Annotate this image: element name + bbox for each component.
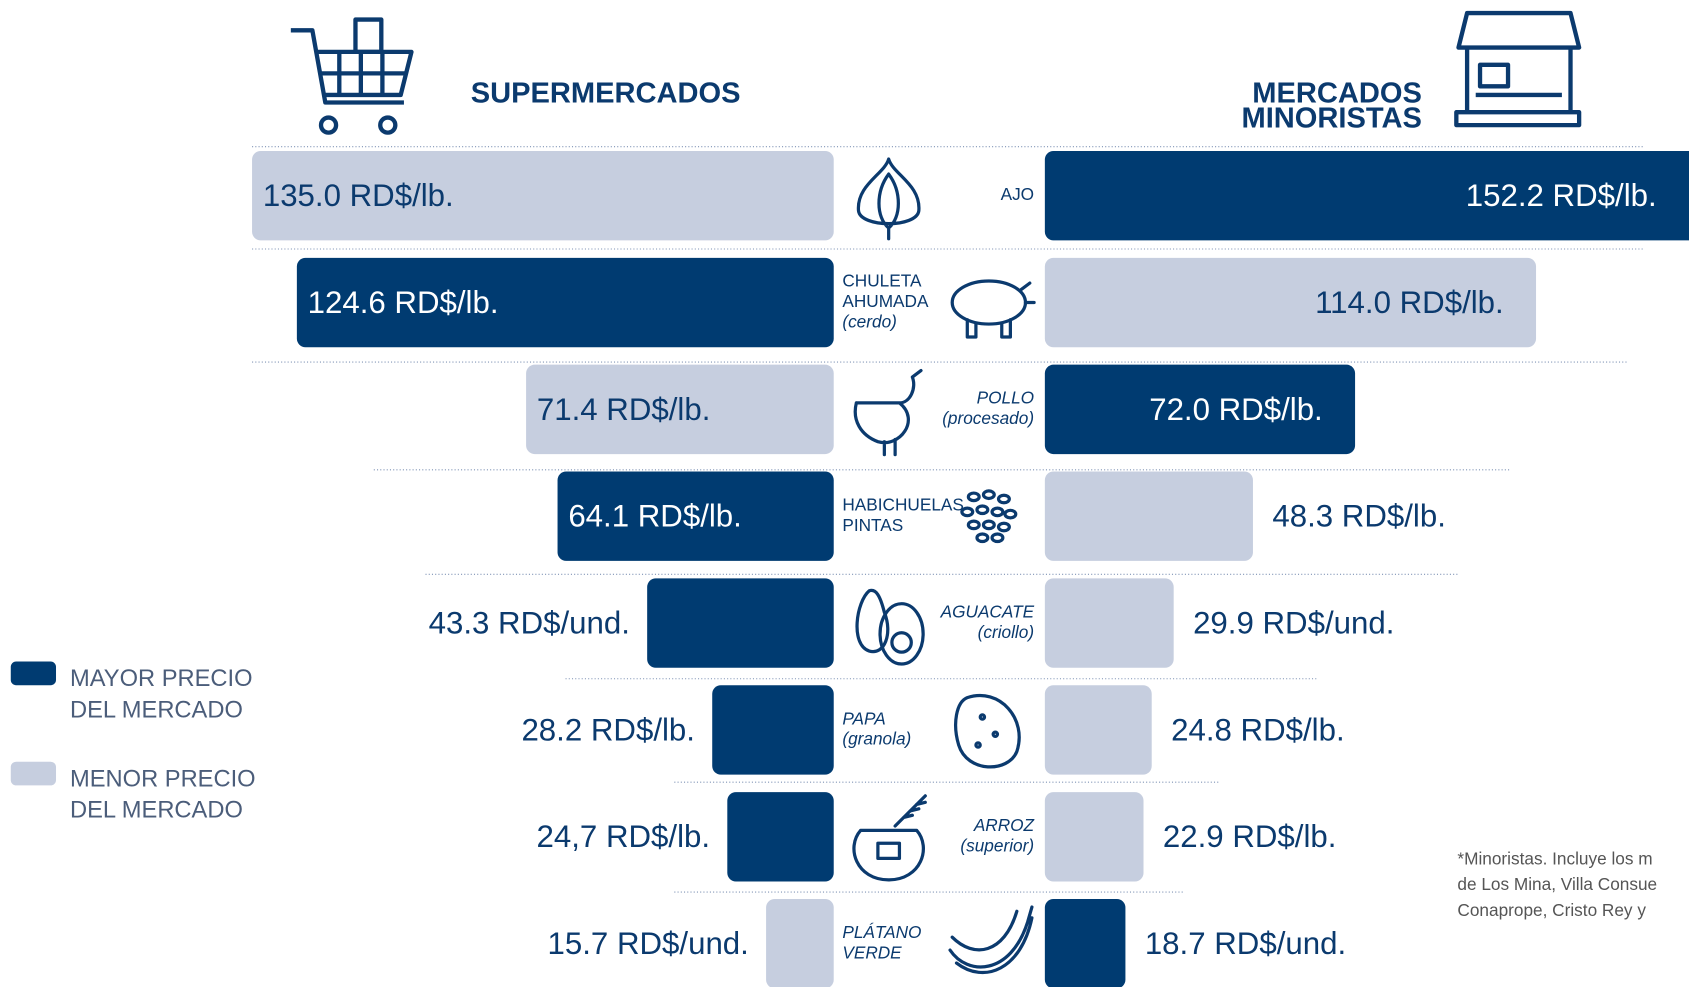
category-label: HABICHUELAS (842, 495, 964, 515)
bar (1045, 472, 1253, 561)
stall-icon (1456, 13, 1579, 125)
legend-label: DEL MERCADO (70, 798, 243, 824)
cart-grid (319, 52, 407, 95)
icon-part (999, 495, 1010, 503)
bar (712, 685, 834, 774)
icon-part (976, 743, 980, 747)
icon-part (950, 907, 1032, 973)
page: SUPERMERCADOS MERCADOS MINORISTAS *Minor… (0, 0, 1689, 987)
legend-label: DEL MERCADO (70, 697, 243, 723)
value-label: 152.2 RD$/lb. (1466, 178, 1657, 213)
icon-part (992, 508, 1003, 516)
value-label: 114.0 RD$/lb. (1315, 285, 1504, 320)
value-label: 43.3 RD$/und. (429, 605, 630, 640)
category-label: VERDE (842, 942, 902, 962)
category-icon (858, 159, 919, 239)
stall-register (1480, 65, 1508, 87)
category-note: (criollo) (978, 622, 1034, 642)
value-label: 22.9 RD$/lb. (1163, 819, 1337, 854)
value-label: 124.6 RD$/lb. (308, 285, 499, 320)
cart-frame (291, 30, 404, 102)
category-label: AGUACATE (940, 601, 1035, 621)
icon-part (855, 371, 921, 455)
legend-swatch (11, 762, 56, 786)
icon-part (999, 523, 1010, 531)
icon-part (952, 281, 1025, 324)
value-label: 28.2 RD$/lb. (521, 712, 695, 747)
category-label: AHUMADA (842, 291, 929, 311)
bar (766, 899, 834, 987)
icon-part (992, 534, 1003, 542)
value-label: 24,7 RD$/lb. (537, 819, 711, 854)
icon-part (956, 696, 1020, 767)
category-label: PLÁTANO (842, 922, 921, 942)
legend-label: MENOR PRECIO (70, 766, 256, 792)
bar (1045, 899, 1126, 987)
value-label: 24.8 RD$/lb. (1171, 712, 1345, 747)
category-label: POLLO (977, 388, 1034, 408)
category-icon (962, 491, 1016, 542)
icon-part (977, 506, 988, 514)
icon-part (977, 534, 988, 542)
category-icon (952, 281, 1034, 337)
icon-part (980, 715, 984, 719)
icon-part (968, 521, 979, 529)
cart-icon (291, 20, 412, 133)
category-icon (854, 796, 925, 880)
category-note: (granola) (842, 729, 911, 749)
icon-part (962, 491, 1016, 542)
bar (1045, 685, 1152, 774)
category-label: ARROZ (973, 815, 1035, 835)
right-title: MINORISTAS (1241, 102, 1421, 134)
legend-swatch (11, 662, 56, 686)
icon-part (858, 159, 919, 239)
icon-part (968, 493, 979, 501)
icon-part (983, 521, 994, 529)
category-note: (superior) (960, 836, 1034, 856)
category-icon (855, 371, 921, 455)
cart-box (355, 20, 381, 52)
value-label: 48.3 RD$/lb. (1272, 499, 1446, 534)
footnote-line: Conaprope, Cristo Rey y (1457, 900, 1646, 920)
bar (647, 578, 834, 667)
category-note: (cerdo) (842, 312, 897, 332)
category-label: CHULETA (842, 271, 922, 291)
value-label: 135.0 RD$/lb. (263, 178, 454, 213)
icon-part (854, 830, 923, 880)
chart: SUPERMERCADOS MERCADOS MINORISTAS *Minor… (0, 0, 1689, 987)
category-icon (950, 907, 1032, 973)
footnote-line: *Minoristas. Incluye los m (1457, 848, 1652, 868)
value-label: 18.7 RD$/und. (1145, 926, 1346, 961)
stall-roof (1458, 13, 1579, 47)
icon-part (895, 796, 925, 826)
icon-part (892, 633, 911, 652)
cart-wheel (380, 118, 395, 133)
category-icon (956, 696, 1020, 767)
icon-part (983, 491, 994, 499)
bar (1045, 578, 1174, 667)
stall-body (1456, 48, 1579, 126)
value-label: 15.7 RD$/und. (548, 926, 749, 961)
category-label: AJO (1001, 184, 1035, 204)
legend-label: MAYOR PRECIO (70, 666, 253, 692)
category-icon (857, 590, 923, 664)
bar (1045, 792, 1144, 881)
value-label: 71.4 RD$/lb. (537, 392, 711, 427)
left-title: SUPERMERCADOS (471, 78, 741, 110)
category-label: PINTAS (842, 515, 903, 535)
cart-wheel (321, 118, 336, 133)
bar (727, 792, 833, 881)
value-label: 72.0 RD$/lb. (1149, 392, 1323, 427)
icon-part (962, 508, 973, 516)
icon-part (993, 732, 997, 736)
category-note: (procesado) (942, 408, 1034, 428)
value-label: 64.1 RD$/lb. (568, 499, 742, 534)
icon-part (1005, 510, 1016, 518)
footnote-line: de Los Mina, Villa Consue (1457, 874, 1657, 894)
footnote: *Minoristas. Incluye los m de Los Mina, V… (1457, 848, 1657, 920)
icon-part (878, 843, 900, 858)
category-label: PAPA (842, 708, 885, 728)
value-label: 29.9 RD$/und. (1193, 605, 1394, 640)
